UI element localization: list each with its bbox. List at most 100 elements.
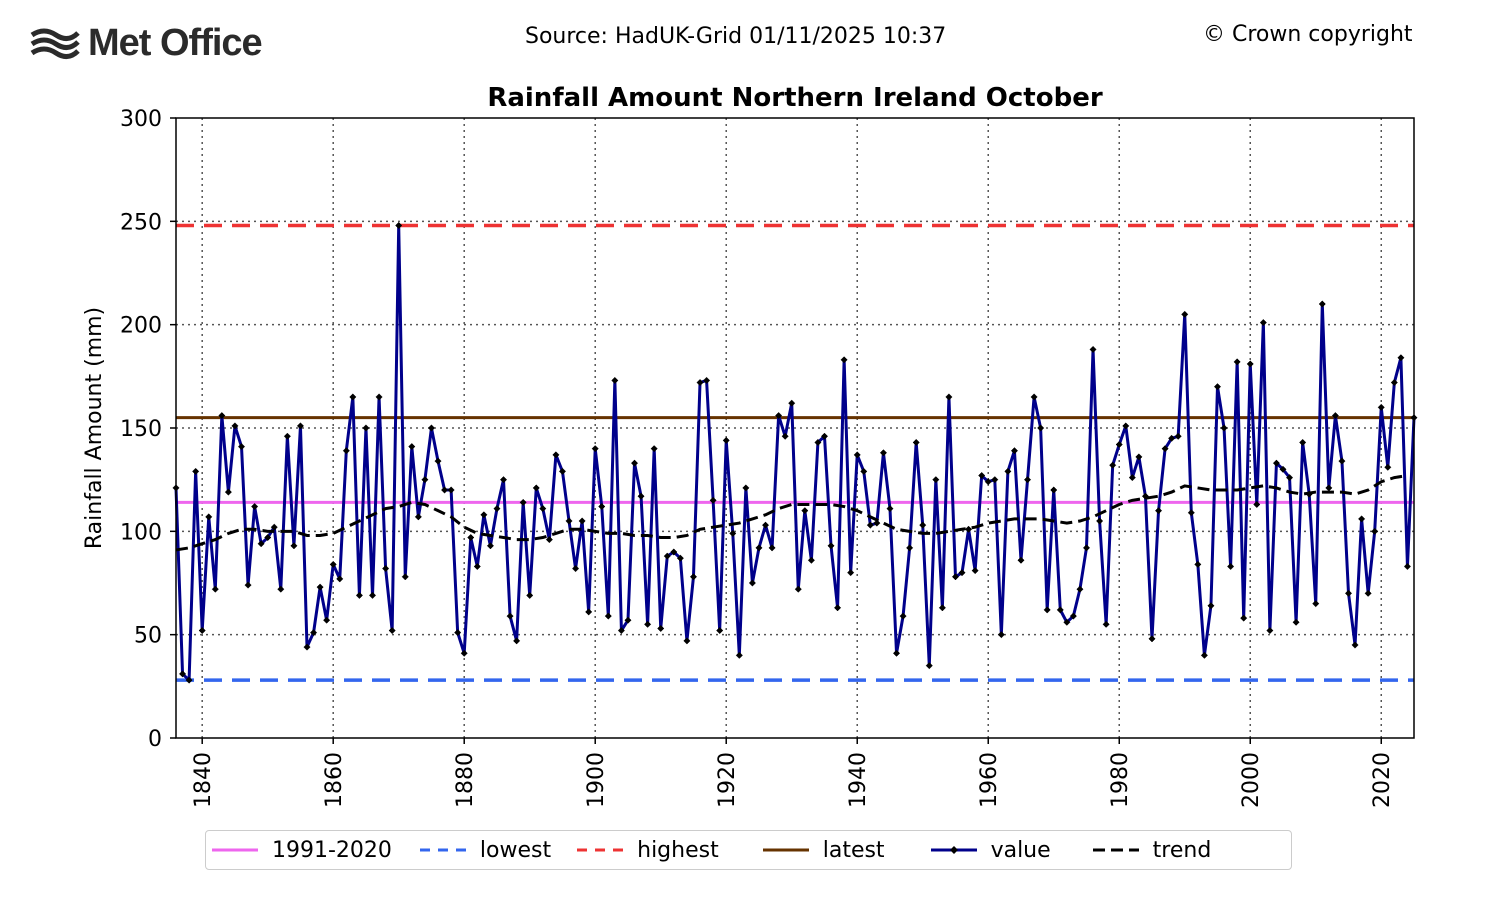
x-tick-label: 1900 — [584, 752, 609, 808]
value-point — [185, 676, 193, 684]
value-point — [296, 422, 305, 430]
y-tick-label: 50 — [134, 624, 162, 649]
value-point — [382, 564, 390, 573]
value-point — [578, 517, 586, 525]
x-tick-label: 1880 — [453, 752, 478, 808]
value-point — [722, 436, 730, 444]
value-point — [493, 505, 501, 513]
value-point — [1390, 378, 1398, 387]
value-point — [1279, 465, 1287, 473]
value-point — [1128, 474, 1136, 482]
value-point — [1285, 474, 1294, 482]
value-point — [303, 643, 311, 651]
value-point — [912, 438, 920, 447]
value-point — [1010, 447, 1018, 455]
value-point — [349, 393, 357, 401]
value-point — [1069, 612, 1077, 620]
value-point — [853, 451, 861, 459]
value-point — [873, 519, 881, 527]
value-point — [277, 585, 285, 593]
value-point — [1056, 606, 1064, 614]
value-point — [860, 467, 868, 475]
value-point — [1220, 424, 1228, 432]
value-point — [460, 649, 468, 657]
value-point — [1043, 606, 1051, 614]
value-point — [1168, 434, 1176, 442]
value-point — [506, 612, 514, 620]
chart-title: Rainfall Amount Northern Ireland October — [487, 83, 1103, 113]
y-tick-label: 100 — [120, 520, 162, 545]
value-point — [735, 651, 743, 659]
value-point — [965, 525, 973, 533]
value-point — [624, 616, 632, 624]
value-series-line — [174, 223, 1416, 682]
x-tick-label: 1860 — [322, 752, 347, 808]
value-point — [421, 476, 429, 484]
value-point — [1403, 562, 1412, 571]
value-point — [958, 569, 966, 577]
value-point — [355, 591, 363, 599]
legend-label-average: 1991-2020 — [272, 837, 392, 863]
legend-swatch-highest — [577, 848, 624, 852]
value-point — [886, 505, 894, 513]
value-point — [1063, 618, 1071, 626]
value-point — [1292, 618, 1300, 626]
value-point — [1161, 445, 1169, 453]
legend-item-latest: latest — [762, 837, 885, 863]
legend-item-trend: trend — [1092, 838, 1211, 863]
value-point — [703, 376, 711, 385]
trend-line — [175, 474, 1408, 552]
value-point — [572, 564, 580, 573]
value-point — [310, 629, 318, 637]
value-point — [696, 378, 704, 387]
value-point — [224, 488, 232, 496]
legend-item-highest: highest — [577, 838, 719, 863]
value-point — [198, 626, 206, 635]
waves-icon — [30, 28, 80, 59]
value-point — [1030, 393, 1038, 401]
value-point — [657, 624, 665, 633]
value-point — [775, 412, 783, 420]
legend-swatch-average — [212, 848, 258, 852]
value-point — [1259, 319, 1267, 327]
value-point — [676, 554, 684, 562]
value-point — [1017, 556, 1025, 564]
value-point — [925, 662, 933, 670]
value-point — [408, 443, 416, 451]
copyright-label: © Crown copyright — [1203, 22, 1413, 47]
value-point — [519, 498, 527, 506]
y-axis-label: Rainfall Amount (mm) — [82, 307, 107, 549]
value-point — [788, 399, 796, 407]
value-point — [323, 616, 331, 624]
value-point — [395, 221, 403, 230]
value-point — [414, 513, 422, 521]
value-point — [480, 511, 488, 519]
value-point — [1299, 438, 1307, 447]
value-point — [526, 591, 534, 599]
value-point — [388, 626, 396, 635]
value-point — [1037, 424, 1045, 432]
value-point — [1338, 457, 1346, 465]
value-point — [1122, 422, 1130, 430]
value-point — [1233, 358, 1241, 366]
value-point — [807, 556, 815, 564]
legend-swatch-trend — [1092, 848, 1139, 852]
value-point — [1227, 562, 1235, 571]
value-point — [650, 445, 658, 453]
value-point — [755, 544, 763, 552]
value-point — [892, 649, 901, 657]
value-point — [427, 424, 436, 432]
value-point — [532, 484, 540, 492]
value-point — [984, 478, 992, 486]
source-label: Source: HadUK-Grid 01/11/2025 10:37 — [525, 24, 947, 49]
value-point — [454, 629, 462, 637]
value-point — [237, 443, 246, 451]
value-point — [604, 612, 612, 620]
value-point — [781, 432, 789, 440]
legend-label-latest: latest — [822, 837, 885, 863]
value-point — [1135, 453, 1143, 461]
value-point — [1213, 383, 1222, 391]
value-point — [1076, 585, 1084, 593]
value-point — [847, 569, 855, 577]
